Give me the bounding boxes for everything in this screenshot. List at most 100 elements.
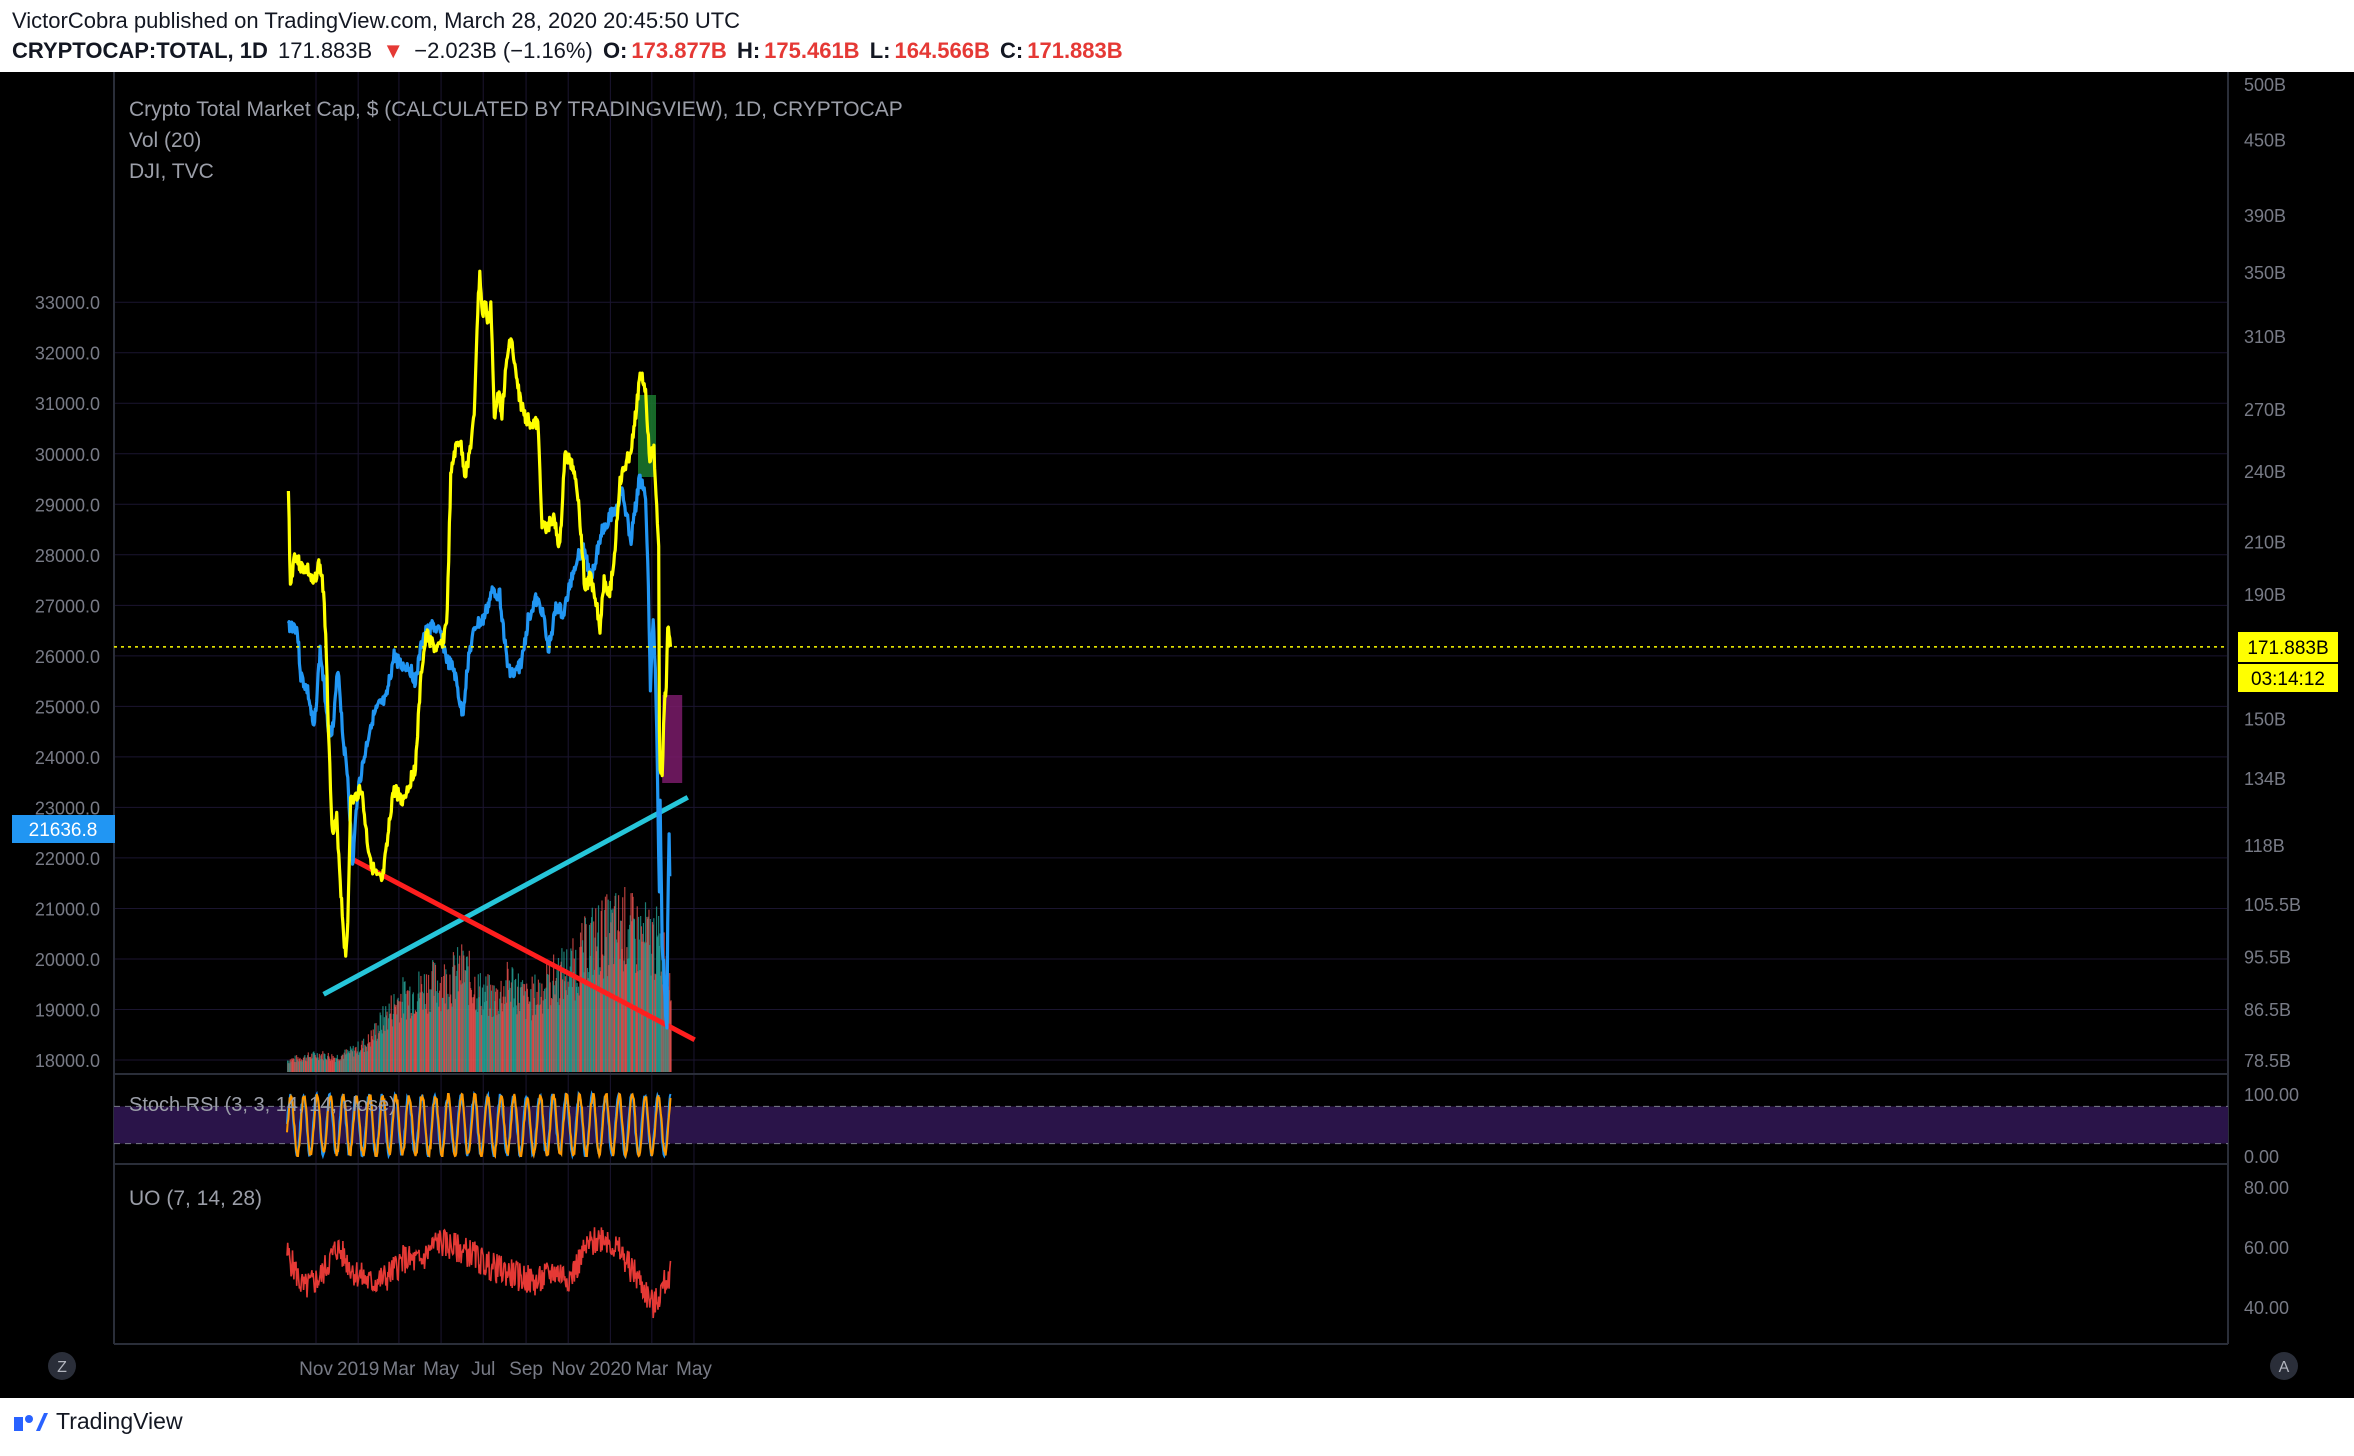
uo-line: [286, 1227, 672, 1319]
symbol-name[interactable]: CRYPTOCAP:TOTAL, 1D: [12, 38, 268, 63]
volume-bar: [515, 1005, 517, 1072]
volume-bar: [528, 1001, 531, 1072]
volume-bar: [561, 979, 564, 1072]
volume-bar: [592, 974, 594, 1072]
auto-scale-button[interactable]: [2270, 1352, 2298, 1380]
volume-bar: [565, 990, 567, 1072]
volume-bar: [389, 1013, 391, 1072]
left-axis-tick: 30000.0: [35, 445, 100, 465]
volume-bar: [340, 1060, 342, 1072]
volume-bar: [591, 917, 593, 1072]
legend-main-series[interactable]: Crypto Total Market Cap, $ (CALCULATED B…: [129, 98, 903, 121]
volume-bar: [539, 1004, 542, 1072]
volume-bar: [300, 1059, 302, 1072]
volume-bar: [286, 1060, 289, 1072]
volume-bar: [669, 1001, 671, 1072]
volume-bar: [558, 1005, 560, 1072]
open-value: 173.877B: [631, 38, 727, 63]
volume-bar: [295, 1062, 297, 1072]
left-axis-tick: 25000.0: [35, 697, 100, 717]
volume-bar: [489, 1008, 491, 1072]
volume-bar: [499, 998, 501, 1072]
volume-bar: [333, 1057, 336, 1072]
volume-bar: [512, 1007, 515, 1072]
volume-bar: [616, 942, 618, 1072]
volume-bar: [436, 1002, 438, 1072]
right-axis-tick: 95.5B: [2244, 948, 2291, 968]
volume-bar: [536, 991, 538, 1072]
footer: [0, 1398, 2354, 1456]
volume-bar: [501, 1011, 504, 1072]
volume-bar: [328, 1056, 330, 1072]
volume-bar: [570, 950, 573, 1072]
volume-bar: [546, 974, 548, 1072]
legend-dji[interactable]: DJI, TVC: [129, 160, 214, 183]
volume-bar: [393, 994, 395, 1072]
volume-bar: [644, 943, 646, 1072]
z-button[interactable]: [48, 1352, 76, 1380]
volume-bar: [448, 996, 450, 1072]
volume-bar: [471, 997, 473, 1072]
left-axis-tick: 33000.0: [35, 293, 100, 313]
volume-bar: [602, 978, 604, 1072]
right-axis-tick: 310B: [2244, 327, 2286, 347]
volume-bar: [296, 1059, 298, 1072]
volume-bar: [444, 1003, 446, 1072]
volume-bar: [409, 986, 411, 1072]
left-axis-tick: 28000.0: [35, 546, 100, 566]
legend-stoch-rsi[interactable]: Stoch RSI (3, 3, 14, 14, close): [129, 1094, 396, 1116]
volume-bar: [620, 920, 622, 1072]
volume-bar: [581, 923, 583, 1072]
volume-bar: [366, 1051, 368, 1072]
volume-bar: [441, 997, 443, 1072]
volume-bar: [403, 981, 405, 1072]
volume-bar: [648, 909, 650, 1072]
volume-bar: [634, 938, 636, 1072]
volume-bar: [327, 1052, 329, 1072]
volume-bar: [594, 937, 596, 1072]
volume-bar: [506, 961, 508, 1072]
legend-volume[interactable]: Vol (20): [129, 129, 201, 152]
dji-series-line: [286, 473, 672, 1030]
volume-bar: [385, 1015, 387, 1072]
volume-bar: [615, 939, 618, 1072]
volume-bar: [664, 993, 666, 1072]
volume-bar: [385, 1006, 387, 1072]
volume-bar: [418, 971, 420, 1072]
volume-bar: [490, 990, 493, 1072]
volume-bar: [586, 985, 588, 1072]
volume-bar: [316, 1053, 318, 1072]
volume-bar: [567, 981, 569, 1072]
volume-bar: [573, 958, 575, 1072]
volume-bar: [642, 933, 644, 1072]
volume-bar: [497, 1010, 499, 1072]
volume-bar: [305, 1057, 307, 1072]
volume-bar: [598, 974, 600, 1072]
auto-scale-button-label: A: [2279, 1359, 2290, 1376]
volume-bar: [311, 1058, 314, 1072]
volume-bar: [518, 1002, 520, 1072]
volume-bar: [655, 906, 658, 1072]
volume-bar: [539, 982, 541, 1072]
volume-bar: [358, 1054, 360, 1072]
volume-bar: [321, 1059, 323, 1072]
volume-bar: [475, 1009, 477, 1072]
volume-bar: [413, 1013, 415, 1072]
volume-bar: [570, 948, 572, 1072]
volume-bar: [324, 1058, 327, 1072]
volume-bar: [378, 1031, 381, 1072]
legend-uo[interactable]: UO (7, 14, 28): [129, 1187, 262, 1210]
uo-axis-tick: 60.00: [2244, 1238, 2289, 1258]
volume-bar: [414, 1010, 417, 1072]
volume-bar: [500, 980, 502, 1072]
volume-bar: [290, 1061, 292, 1072]
tradingview-logo[interactable]: TradingView: [14, 1408, 183, 1435]
right-axis-tick: 105.5B: [2244, 895, 2301, 915]
volume-bar: [556, 970, 558, 1072]
volume-bar: [474, 1010, 477, 1072]
volume-bar: [606, 894, 608, 1072]
volume-bar: [454, 998, 457, 1072]
volume-bar: [412, 994, 414, 1072]
volume-bar: [291, 1058, 293, 1072]
chart-canvas[interactable]: 33000.0 32000.0 31000.0 30000.0 29000.0 28000…: [0, 0, 2354, 1398]
